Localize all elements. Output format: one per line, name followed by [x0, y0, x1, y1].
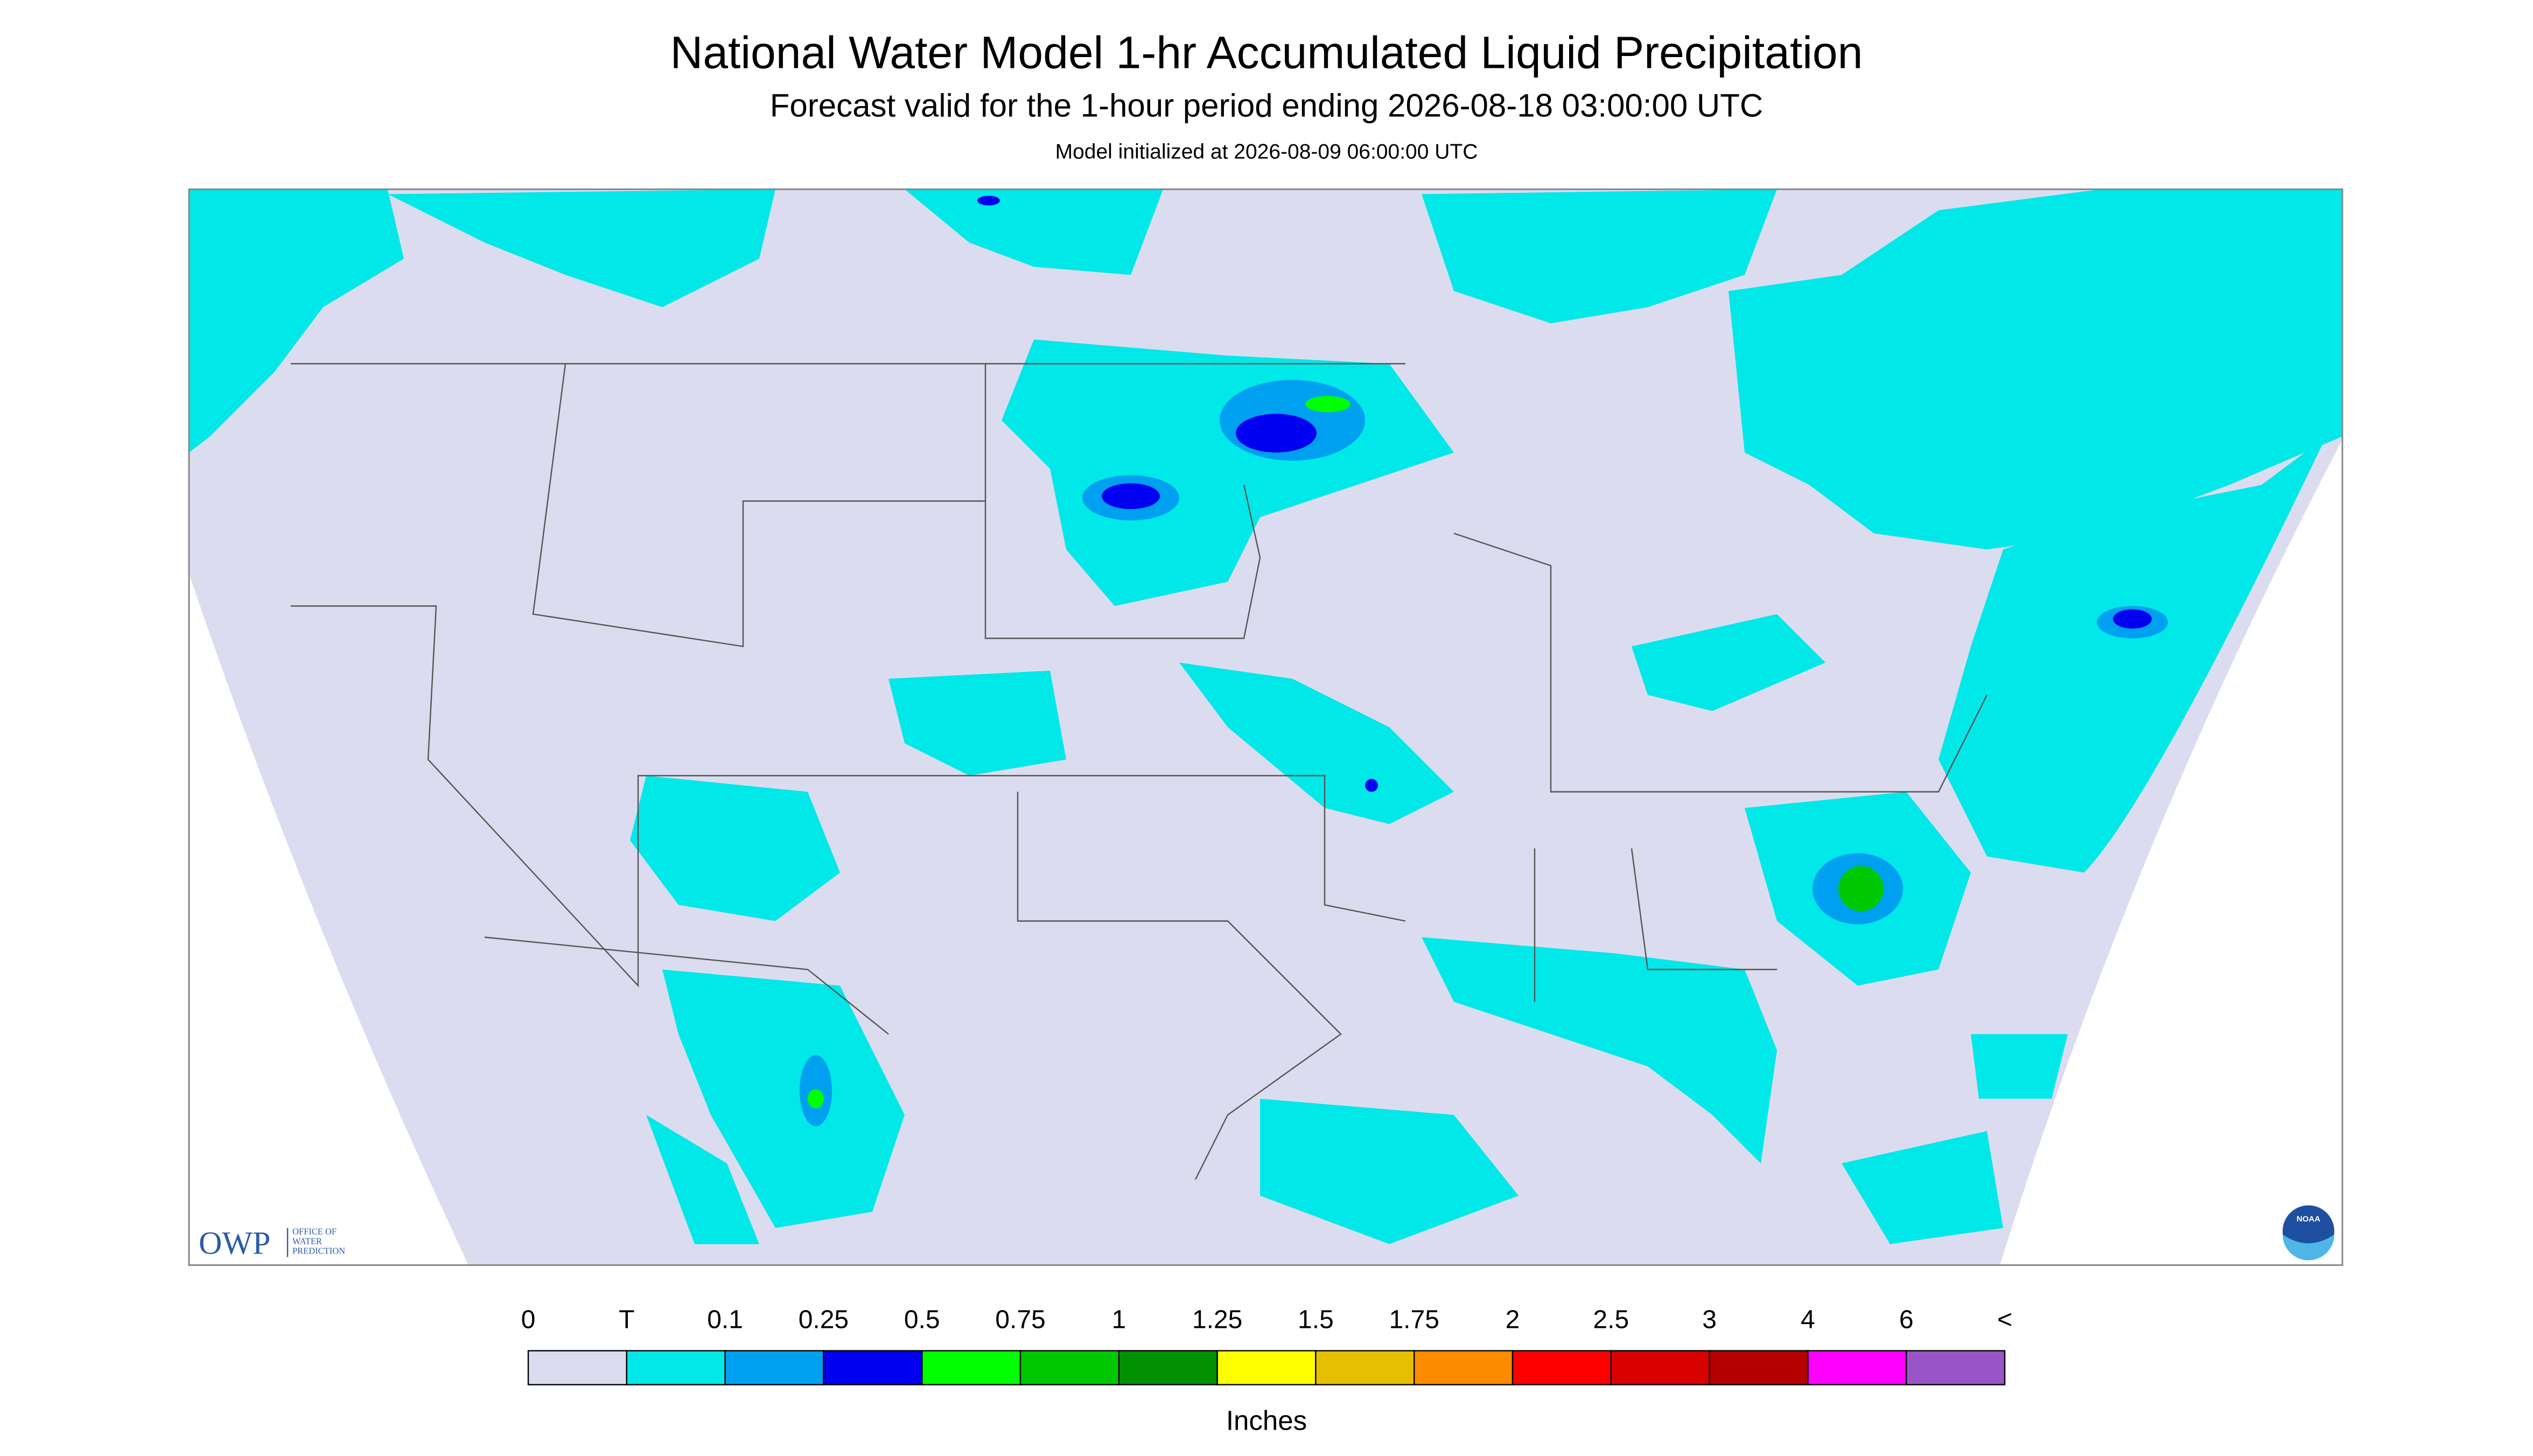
- colorbar-label: 2.5: [1593, 1306, 1629, 1334]
- colorbar-swatch: [1807, 1350, 1907, 1385]
- colorbar-swatch: [1315, 1350, 1415, 1385]
- colorbar-label: 1: [1111, 1306, 1126, 1334]
- colorbar-swatch: [1414, 1350, 1514, 1385]
- noaa-wave: [2283, 1234, 2334, 1261]
- init-note: Model initialized at 2026-08-09 06:00:00…: [1055, 141, 1478, 164]
- colorbar-swatch: [527, 1350, 628, 1385]
- subtitle: Forecast valid for the 1-hour period end…: [770, 88, 1763, 124]
- colorbar-label: 4: [1801, 1306, 1815, 1334]
- colorbar-label: <: [1997, 1306, 2012, 1334]
- colorbar-swatch: [1019, 1350, 1120, 1385]
- colorbar-swatch: [1709, 1350, 1809, 1385]
- colorbar-label: 2: [1506, 1306, 1520, 1334]
- colorbar-swatch: [1905, 1350, 2006, 1385]
- colorbar-swatch: [921, 1350, 1021, 1385]
- owp-logo: OWP: [199, 1226, 270, 1261]
- noaa-text: NOAA: [2297, 1215, 2320, 1224]
- colorbar-label: 1.5: [1298, 1306, 1334, 1334]
- borders: [291, 363, 1988, 1180]
- colorbar-label: 6: [1899, 1306, 1914, 1334]
- colorbar-label: T: [619, 1306, 634, 1334]
- colorbar-label: 3: [1702, 1306, 1717, 1334]
- colorbar-label: 0.75: [995, 1306, 1045, 1334]
- colorbar-swatch: [724, 1350, 824, 1385]
- colorbar-label: 0.25: [799, 1306, 849, 1334]
- colorbar-swatch: [1610, 1350, 1710, 1385]
- colorbar-label: 0.5: [904, 1306, 940, 1334]
- map: OWP OFFICE OF WATER PREDICTION NOAA: [188, 188, 2343, 1266]
- colorbar: 0 T 0.1 0.25 0.5 0.75 1 1.25 1.5 1.75 2 2.5 3 4 6 <: [521, 1306, 2012, 1385]
- owp-text: WATER: [292, 1236, 322, 1247]
- colorbar-swatch: [626, 1350, 726, 1385]
- colorbar-swatch: [1216, 1350, 1317, 1385]
- colorbar-swatch: [1512, 1350, 1612, 1385]
- precip-heavy: [800, 195, 2168, 1126]
- colorbar-label: 1.25: [1192, 1306, 1242, 1334]
- title: National Water Model 1-hr Accumulated Li…: [670, 27, 1863, 78]
- colorbar-label: 1.75: [1389, 1306, 1439, 1334]
- colorbar-label: 0.1: [707, 1306, 743, 1334]
- owp-text: OFFICE OF: [292, 1227, 337, 1237]
- colorbar-swatch: [1118, 1350, 1218, 1385]
- colorbar-unit: Inches: [1226, 1405, 1307, 1436]
- colorbar-swatch: [823, 1350, 923, 1385]
- owp-text: PREDICTION: [292, 1246, 345, 1256]
- colorbar-label: 0: [521, 1306, 536, 1334]
- map-frame: [188, 188, 2343, 1266]
